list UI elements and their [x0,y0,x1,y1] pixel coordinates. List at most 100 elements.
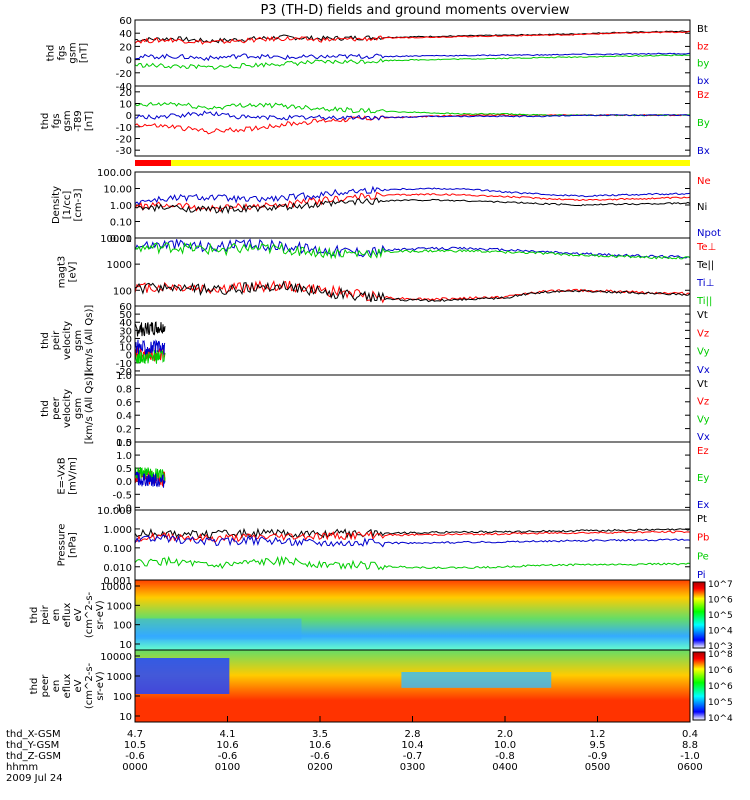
panel-p9: thd peir en eflux eV (cm^2-s-sr-eV) 10^3 10^4 10… [29,579,733,652]
ytick-label-p8-3: 1.000 [103,525,132,536]
ylabel-p7-0: E=-VxB [57,457,68,494]
xaxis-row-label-2: thd_Z-GSM [6,751,61,762]
series-p1-2 [134,54,691,70]
legend-p4-3: Ti|| [696,296,712,307]
frame-p6 [134,374,691,443]
ytick-label-p2-4: 10 [119,100,132,111]
ylabel-p10-0: thd [29,678,40,695]
ytick-label-p10-2: 1000 [107,672,132,683]
legend-p1-2: by [697,59,709,70]
series-p2-2 [135,110,691,121]
legend-p5-1: Vz [697,328,709,339]
ytick-label-p3-4: 100.00 [97,168,132,179]
series-p4-0 [134,279,691,304]
ytick-label-p5-5: 30 [119,326,132,337]
ylabel-p9-1: peir [40,604,51,624]
xaxis-value-3-4: 0400 [492,762,517,773]
legend-p1-0: Bt [697,24,708,35]
ylabel-p6-1: peer [51,396,62,420]
legend-p6-1: Vz [697,397,709,408]
spectrogram-mid-flux-region [401,672,552,688]
ylabel-p2-1: fgs [51,113,62,128]
series-p4-1 [134,280,691,303]
ylabel-p6-4: [km/s (All Qs)] [84,373,95,445]
ytick-label-p5-7: 50 [119,310,132,321]
ylabel-p7-1: [mV/m] [68,457,79,495]
xaxis-value-1-5: 9.5 [590,740,606,751]
colorbar-label-p10-0: 10^4 [708,714,733,724]
panel-p5: thd peir velocity gsm [km/s (All Qs)] -20-100… [40,302,710,378]
panel-p1: thd fgs gsm [nT] -40 -20 0 20 40 60 Bt bz by bx [46,16,710,93]
ytick-label-p7-3: 0.5 [116,464,132,475]
legend-p3-1: Ni [697,202,707,213]
xaxis-value-1-2: 10.6 [309,740,331,751]
ylabel-p9-5: (cm^2-s- [84,591,95,638]
ylabel-p9-2: en [51,609,62,622]
ytick-label-p5-2: 0 [126,351,132,362]
plot-title: P3 (TH-D) fields and ground moments over… [260,3,569,18]
legend-p7-1: Ey [697,473,709,484]
series-p1-1 [134,30,691,45]
legend-p1-3: bx [697,76,709,87]
ytick-label-p1-1: -20 [116,69,132,80]
ytick-label-p4-2: 10000 [100,234,132,245]
ytick-label-p2-5: 20 [119,88,132,99]
ytick-label-p6-3: 0.6 [116,398,132,409]
xaxis-value-2-0: -0.6 [125,751,145,762]
colorbar-label-p9-4: 10^7 [708,580,733,590]
ylabel-p1-2: gsm [68,42,79,63]
legend-p2-0: Bz [697,90,709,101]
ytick-label-p3-2: 1.00 [110,201,132,212]
xaxis-value-2-5: -0.9 [588,751,608,762]
ytick-label-p5-1: -10 [116,359,132,370]
legend-p4-2: Ti⊥ [696,278,714,289]
ytick-label-p6-1: 0.2 [116,425,132,436]
ytick-label-p5-6: 40 [119,318,132,329]
xaxis-value-1-4: 10.0 [494,740,516,751]
xaxis-value-3-6: 0600 [677,762,702,773]
colorbar-frame-p10 [692,651,706,721]
ytick-label-p1-3: 20 [119,42,132,53]
xaxis-value-0-6: 0.4 [682,729,698,740]
ytick-label-p1-2: 0 [126,56,132,67]
ylabel-p9-4: eV [73,608,84,621]
colorbar-label-p9-1: 10^4 [708,627,733,637]
xaxis-value-0-0: 4.7 [127,729,143,740]
ytick-label-p1-5: 60 [119,16,132,27]
ytick-label-p7-2: 0.0 [116,477,132,488]
ytick-label-p10-1: 100 [113,692,132,703]
ytick-label-p5-8: 60 [119,302,132,313]
ylabel-p3-1: [1/cc] [62,191,73,220]
xaxis-value-1-0: 10.5 [124,740,146,751]
legend-p8-1: Pb [697,533,709,544]
ytick-label-p2-2: -10 [116,123,132,134]
frame-p5 [134,305,691,376]
legend-p4-1: Te|| [696,260,714,271]
ylabel-p10-6: sr-eV) [95,671,106,700]
legend-p5-3: Vx [697,365,710,376]
colorbar-label-p9-3: 10^6 [708,596,733,606]
xaxis-value-3-5: 0500 [585,762,610,773]
ylabel-p9-0: thd [29,607,40,624]
ylabel-p6-2: velocity [62,389,73,428]
legend-p8-0: Pt [697,514,707,525]
mode-bar-segment-0 [135,160,172,166]
frame-p3 [134,171,691,239]
ylabel-p5-4: [km/s (All Qs)] [84,305,95,377]
ytick-label-p8-4: 10.000 [97,506,132,517]
xaxis-value-2-2: -0.6 [310,751,330,762]
colorbar-label-p10-4: 10^8 [708,650,733,660]
xaxis-value-3-3: 0300 [400,762,425,773]
colorbar-frame-p9 [692,581,706,649]
ylabel-p3-0: Density [51,186,62,224]
xaxis-value-3-0: 0000 [122,762,147,773]
ylabel-p9-3: eflux [62,603,73,628]
legend-p2-2: Bx [697,146,710,157]
ytick-label-p5-0: -20 [116,367,132,378]
ytick-label-p5-4: 20 [119,334,132,345]
xaxis-value-2-1: -0.6 [218,751,238,762]
ylabel-p4-1: [eV] [68,262,79,283]
series-p8-3 [134,534,691,548]
ylabel-p1-1: fgs [57,45,68,60]
